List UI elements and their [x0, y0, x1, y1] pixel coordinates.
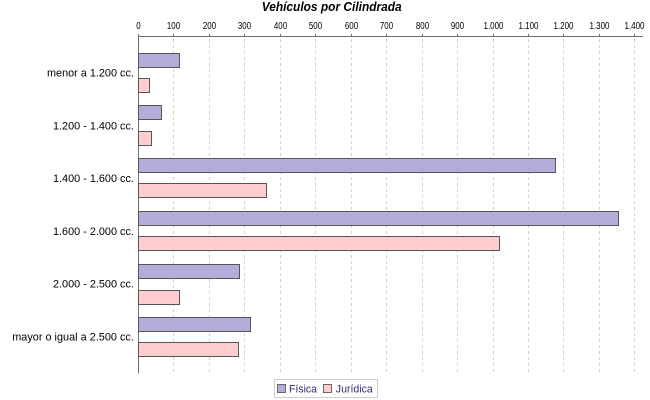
svg-text:400: 400 [274, 21, 288, 32]
svg-text:Vehículos por Cilindrada: Vehículos por Cilindrada [262, 0, 402, 14]
svg-text:Física: Física [289, 383, 318, 395]
svg-text:200: 200 [203, 21, 217, 32]
svg-text:1.400: 1.400 [625, 21, 645, 32]
svg-text:500: 500 [309, 21, 323, 32]
svg-text:1.300: 1.300 [590, 21, 610, 32]
svg-text:900: 900 [451, 21, 465, 32]
svg-text:300: 300 [238, 21, 252, 32]
svg-text:800: 800 [416, 21, 430, 32]
svg-text:600: 600 [345, 21, 359, 32]
svg-text:1.000: 1.000 [484, 21, 504, 32]
svg-text:1.100: 1.100 [519, 21, 539, 32]
svg-text:1.600 - 2.000 cc.: 1.600 - 2.000 cc. [53, 226, 134, 238]
svg-text:mayor o igual a 2.500 cc.: mayor o igual a 2.500 cc. [12, 331, 134, 343]
svg-text:Jurídica: Jurídica [336, 383, 374, 395]
svg-text:1.200 - 1.400 cc.: 1.200 - 1.400 cc. [53, 120, 134, 132]
svg-text:menor a 1.200 cc.: menor a 1.200 cc. [47, 67, 134, 79]
svg-text:700: 700 [380, 21, 394, 32]
svg-text:2.000 - 2.500 cc.: 2.000 - 2.500 cc. [53, 279, 134, 291]
svg-text:1.200: 1.200 [554, 21, 574, 32]
svg-text:100: 100 [167, 21, 181, 32]
svg-text:1.400 - 1.600 cc.: 1.400 - 1.600 cc. [53, 173, 134, 185]
svg-text:0: 0 [136, 21, 141, 32]
